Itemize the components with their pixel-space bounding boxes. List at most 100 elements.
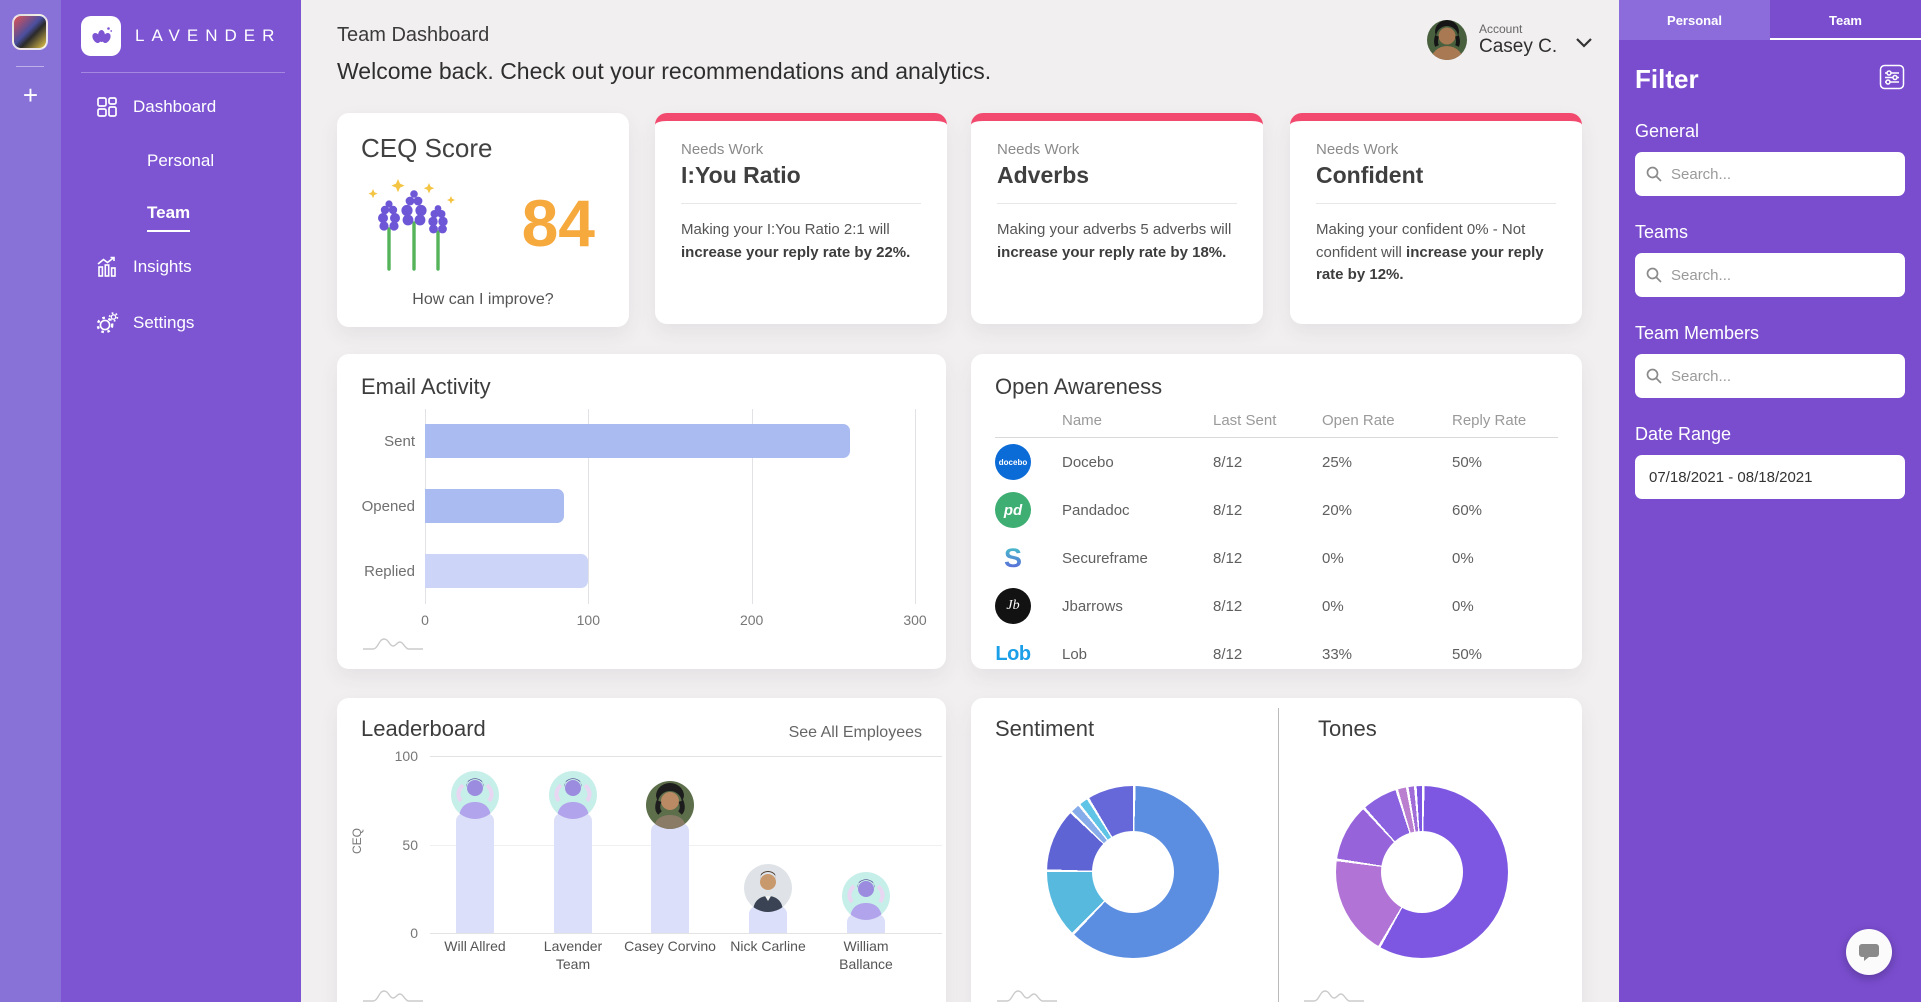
leaderboard-card: Leaderboard See All Employees 100 50 0 C… [337, 698, 946, 1002]
card-divider [1316, 203, 1556, 204]
needs-work-tag: Needs Work [681, 141, 764, 158]
bar-label: Casey Corvino [624, 938, 716, 954]
insights-chart-icon [95, 255, 119, 279]
needs-work-card-adverbs: Needs Work Adverbs Making your adverbs 5… [971, 113, 1263, 324]
needs-work-body: Making your confident 0% - Not confident… [1316, 221, 1544, 283]
see-all-employees-link[interactable]: See All Employees [788, 724, 922, 741]
x-tick: 0 [421, 612, 429, 628]
table-row: S Secureframe 8/12 0% 0% [995, 534, 1558, 582]
needs-work-tag: Needs Work [1316, 141, 1399, 158]
leaderboard-column [744, 756, 792, 933]
table-header-row: Name Last Sent Open Rate Reply Rate [995, 412, 1558, 438]
leaderboard-title: Leaderboard [361, 716, 486, 741]
teams-search-input[interactable] [1635, 253, 1905, 297]
lob-logo: Lob [995, 642, 1031, 665]
general-search [1635, 152, 1905, 196]
open-awareness-card: Open Awareness Name Last Sent Open Rate … [971, 354, 1582, 669]
card-divider [997, 203, 1237, 204]
leaderboard-column [549, 756, 597, 933]
page-subtitle: Welcome back. Check out your recommendat… [337, 58, 992, 84]
brand: LAVENDER [61, 0, 301, 56]
needs-work-title: Adverbs [997, 162, 1090, 188]
sidebar-item-team[interactable]: Team [61, 187, 301, 239]
chat-launcher-button[interactable] [1846, 929, 1892, 975]
team-members-search [1635, 354, 1905, 398]
col-reply-rate: Reply Rate [1452, 412, 1527, 429]
main-content: Team Dashboard Welcome back. Check out y… [301, 0, 1619, 1002]
col-name: Name [1062, 412, 1103, 429]
ceq-bar [744, 864, 792, 933]
needs-work-card-confident: Needs Work Confident Making your confide… [1290, 113, 1582, 324]
filter-section-date-range: Date Range [1635, 424, 1732, 444]
email-activity-title: Email Activity [361, 374, 491, 399]
needs-work-card-iyou-ratio: Needs Work I:You Ratio Making your I:You… [655, 113, 947, 324]
teams-search [1635, 253, 1905, 297]
pandadoc-logo: pd [995, 492, 1031, 528]
email-activity-card: Email Activity Sent Opened Replied 0 100… [337, 354, 946, 669]
x-tick: 300 [903, 612, 927, 628]
x-tick: 200 [739, 612, 764, 628]
bar-label-opened: Opened [361, 498, 415, 515]
chat-bubble-icon [1859, 944, 1879, 961]
sidebar-item-settings[interactable]: Settings [61, 295, 301, 351]
sidebar: LAVENDER Dashboard Personal Team Insight [61, 0, 301, 1002]
secureframe-logo: S [995, 540, 1031, 576]
settings-gear-icon [95, 311, 119, 335]
tab-personal[interactable]: Personal [1619, 0, 1770, 40]
sidebar-item-label: Team [147, 203, 191, 232]
account-menu[interactable]: Account Casey C. [1427, 20, 1593, 60]
filter-panel: Personal Team Filter General [1619, 0, 1921, 1002]
needs-work-tag: Needs Work [997, 141, 1080, 158]
jbarrows-logo: Jb [995, 588, 1031, 624]
col-open-rate: Open Rate [1322, 412, 1395, 429]
sidebar-item-insights[interactable]: Insights [61, 239, 301, 295]
y-axis-label: CEQ [350, 827, 365, 855]
open-awareness-table: Name Last Sent Open Rate Reply Rate doce… [995, 412, 1558, 678]
ceq-bar [646, 781, 694, 933]
filter-sliders-icon[interactable] [1879, 64, 1905, 95]
account-text: Account Casey C. [1479, 22, 1557, 58]
account-name: Casey C. [1479, 36, 1558, 57]
leaderboard-column [646, 756, 694, 933]
ceq-bar [842, 871, 890, 933]
search-icon [1645, 266, 1663, 289]
mountain-watermark-icon [363, 638, 423, 650]
ceq-improve-link[interactable]: How can I improve? [412, 291, 554, 308]
add-workspace-button[interactable]: + [22, 80, 39, 110]
bar-label: Nick Carline [730, 938, 806, 954]
page-title: Team Dashboard [337, 24, 490, 46]
y-tick: 100 [394, 748, 418, 764]
sidebar-item-label: Settings [133, 313, 195, 332]
account-avatar [1427, 20, 1467, 60]
ceq-card-title: CEQ Score [361, 133, 493, 163]
date-range-input[interactable] [1635, 455, 1905, 499]
lavender-flower-icon [81, 16, 121, 56]
bar-label: Will Allred [444, 938, 506, 954]
filter-section-team-members: Team Members [1635, 323, 1760, 343]
leaderboard-column [451, 756, 499, 933]
workspace-rail: + [0, 0, 61, 1002]
bar-label: Lavender Team [543, 938, 603, 972]
workspace-avatar[interactable] [12, 14, 48, 50]
filter-tabs: Personal Team [1619, 0, 1921, 40]
sidebar-divider [81, 72, 285, 73]
sidebar-item-personal[interactable]: Personal [61, 135, 301, 187]
sidebar-item-label: Insights [133, 257, 192, 276]
open-awareness-title: Open Awareness [995, 374, 1163, 399]
tab-team[interactable]: Team [1770, 0, 1921, 40]
sidebar-item-label: Personal [147, 151, 215, 170]
filter-title: Filter [1635, 64, 1699, 94]
leaderboard-chart: 100 50 0 CEQ [350, 748, 942, 972]
tones-title: Tones [1318, 716, 1377, 741]
table-row: Jb Jbarrows 8/12 0% 0% [995, 582, 1558, 630]
general-search-input[interactable] [1635, 152, 1905, 196]
opened-bar [425, 489, 564, 523]
sidebar-item-dashboard[interactable]: Dashboard [61, 79, 301, 135]
table-row: pd Pandadoc 8/12 20% 60% [995, 486, 1558, 534]
replied-bar [425, 554, 589, 588]
ceq-score-card: CEQ Score [337, 113, 629, 327]
team-members-search-input[interactable] [1635, 354, 1905, 398]
leaderboard-column [842, 756, 890, 933]
ceq-bar [451, 770, 499, 933]
